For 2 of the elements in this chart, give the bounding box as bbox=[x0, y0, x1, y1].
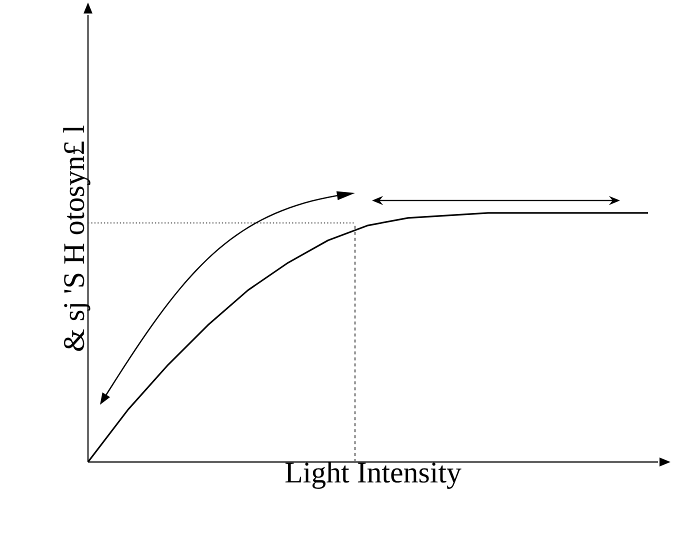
y-axis-title: & sj 'S H otosyn£ l bbox=[63, 126, 90, 351]
x-axis-title: Light Intensity bbox=[285, 462, 462, 489]
